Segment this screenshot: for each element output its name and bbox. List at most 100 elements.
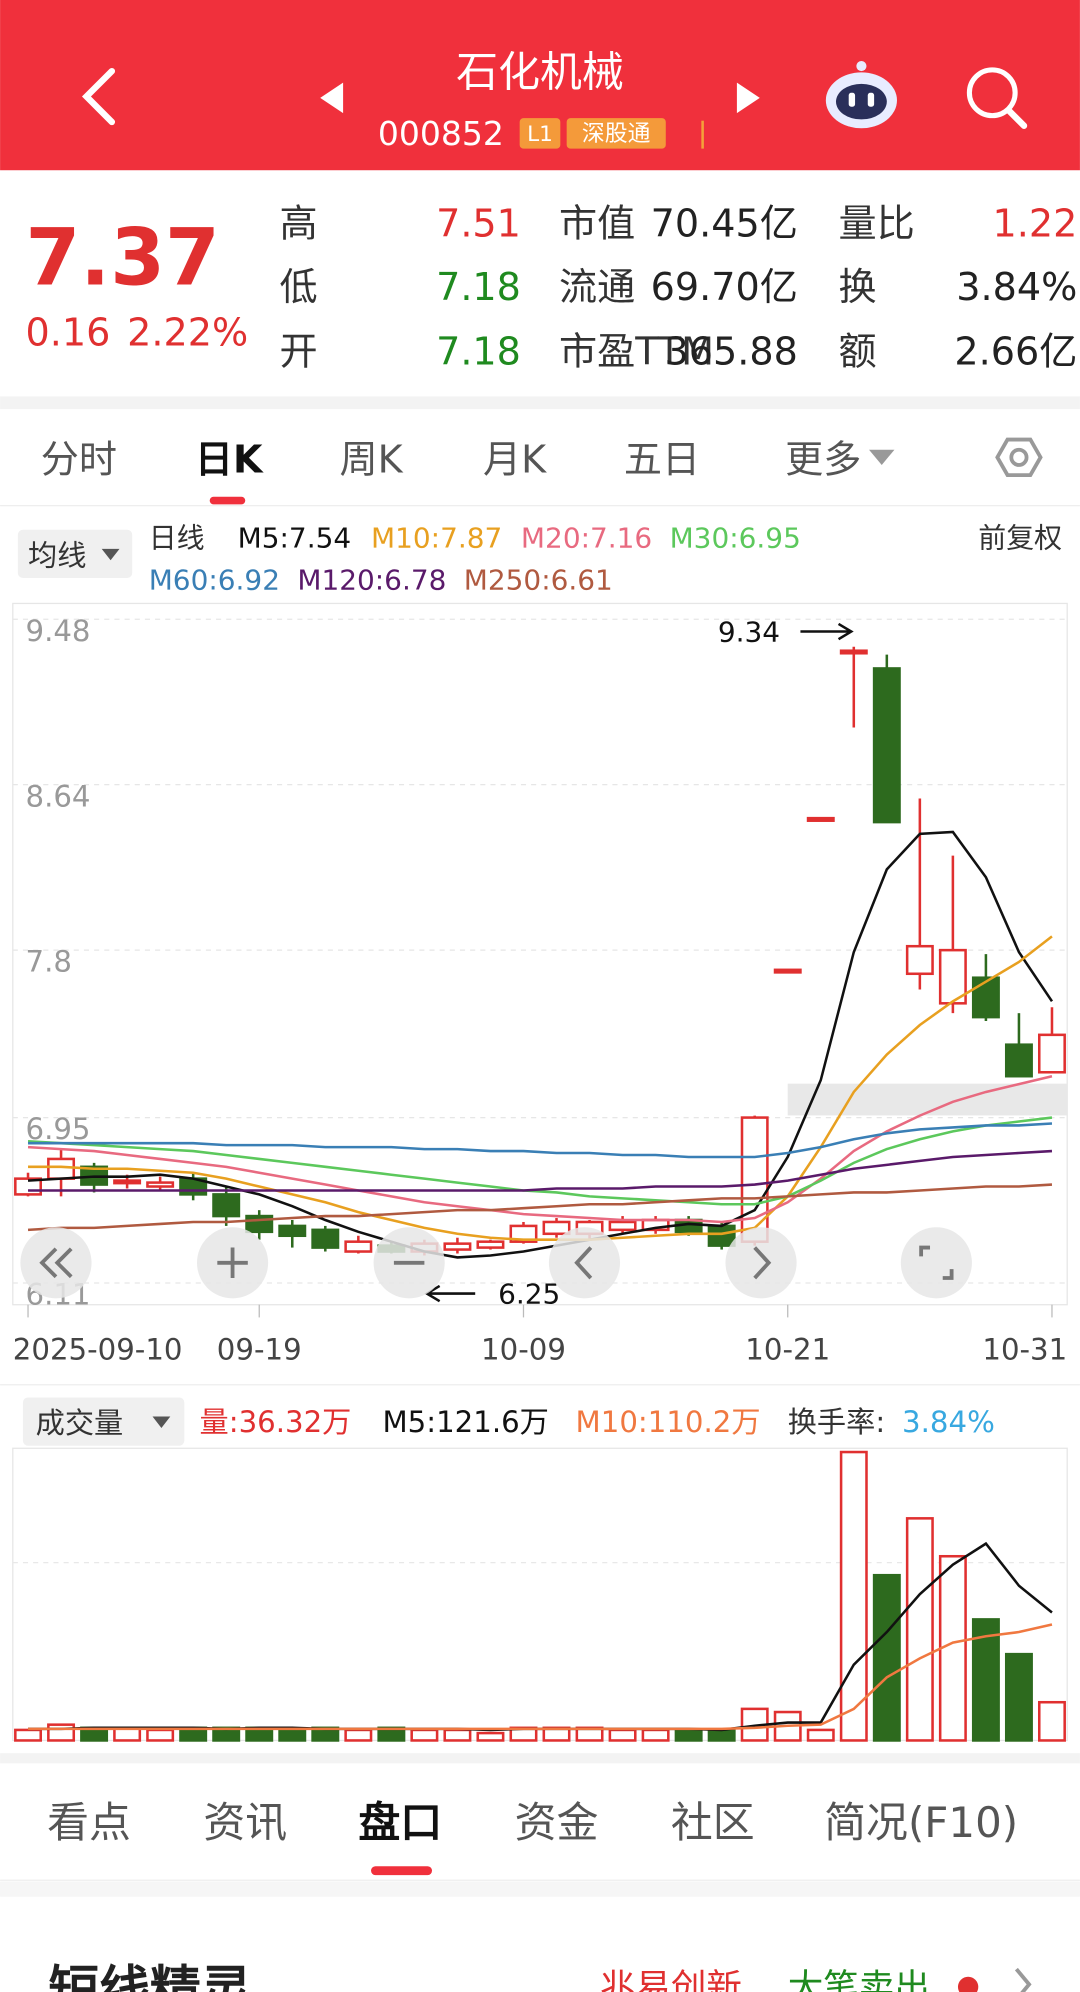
next-stock[interactable]: [736, 82, 760, 114]
period-tab[interactable]: 月K: [483, 438, 547, 482]
period-tab[interactable]: 周K: [339, 438, 403, 482]
volume-selector[interactable]: 成交量: [36, 1406, 124, 1440]
quote-stats: 高 7.51 市值 70.45亿 量比 1.22 低 7.18 流通 69.70亿换 3.84% 开 7…: [280, 201, 1078, 373]
bottom-tab[interactable]: 看点: [47, 1798, 131, 1847]
search-icon[interactable]: [966, 67, 1028, 129]
adjust-mode[interactable]: 前复权: [978, 522, 1062, 555]
level-badge: L1: [527, 122, 553, 147]
candle-body: [47, 1157, 76, 1180]
candle-body: [476, 1240, 505, 1249]
back-button[interactable]: [81, 67, 116, 126]
legend-entry: M10:7.87: [371, 522, 502, 555]
volume-bar: [47, 1723, 76, 1742]
active-tab-indicator: [371, 1866, 433, 1876]
volume-panel: [12, 1447, 1068, 1742]
volume-bar: [1004, 1652, 1033, 1742]
step-left-button[interactable]: [548, 1227, 621, 1299]
volume-bar: [938, 1554, 967, 1742]
candle-body: [542, 1220, 571, 1236]
assistant-icon[interactable]: [825, 60, 897, 129]
stat-label: 市盈TTM: [559, 330, 714, 374]
stat-value: 7.51: [436, 201, 521, 245]
fullscreen-button[interactable]: [900, 1227, 972, 1299]
ma-line: [27, 830, 1054, 1259]
ma-selector[interactable]: 均线: [28, 538, 86, 572]
y-tick-label: 9.48: [25, 614, 90, 648]
feed-dot: [957, 1976, 979, 1992]
volume-bar: [476, 1731, 505, 1742]
candle-body: [1004, 1043, 1033, 1078]
candle-body: [1038, 1033, 1066, 1074]
stat-label: 换: [839, 265, 877, 309]
bottom-tab[interactable]: 简况(F10): [824, 1798, 1018, 1847]
active-tab-indicator: [209, 496, 246, 505]
period-tab[interactable]: 五日: [624, 438, 700, 482]
separator: [0, 1881, 1080, 1897]
price-panel: [12, 602, 1068, 1306]
feed-stock[interactable]: 兆易创新: [600, 1968, 742, 1992]
period-tab[interactable]: 分时: [41, 438, 117, 482]
x-tick-label: 2025-09-10: [13, 1332, 183, 1366]
bottom-tab[interactable]: 盘口: [358, 1798, 442, 1847]
legend-entry: M30:6.95: [670, 522, 801, 555]
min-annotation: 6.25: [498, 1278, 560, 1311]
stock-code: 000852: [378, 114, 504, 153]
step-right-button[interactable]: [725, 1227, 797, 1299]
bottom-tab[interactable]: 资讯: [203, 1798, 287, 1847]
volume-bar: [608, 1728, 637, 1742]
volume-bar: [1038, 1700, 1066, 1742]
stat-value: 69.70亿: [651, 265, 798, 309]
volume-bar: [443, 1728, 472, 1742]
stat-value: 2.66亿: [954, 330, 1077, 374]
candle-body: [938, 948, 967, 1005]
bottom-tab[interactable]: 社区: [671, 1798, 755, 1847]
volume-bar: [839, 1450, 868, 1742]
max-annotation: 9.34: [718, 616, 780, 649]
candle-body: [839, 649, 868, 655]
stat-value: 3.84%: [956, 265, 1077, 309]
candle-body: [740, 1116, 769, 1243]
settings-icon[interactable]: [995, 437, 1043, 478]
x-tick-label: 10-31: [982, 1332, 1067, 1366]
stat-value: 365.88: [665, 330, 798, 374]
ma-kind: 日线: [149, 522, 205, 555]
period-tabs: 分时 日K 周K 月K 五日 更多: [41, 438, 862, 482]
volume-legend: 量:36.32万: [200, 1405, 352, 1439]
dropdown-arrow: [152, 1416, 171, 1428]
stat-value: 7.18: [436, 330, 521, 374]
feed-event: 大笔卖出: [788, 1968, 930, 1992]
legend-entry: M5:121.6万: [382, 1405, 548, 1439]
volume-bar: [410, 1728, 439, 1742]
volume-chart: 量:36.32万 M5:121.6万 M10:110.2万: [14, 1405, 1066, 1742]
stat-label: 流通: [559, 265, 635, 309]
candle-body: [113, 1179, 142, 1185]
prev-stock[interactable]: [320, 82, 344, 114]
period-tab[interactable]: 更多: [785, 438, 861, 482]
candle-body: [146, 1181, 175, 1188]
legend-entry: M5:7.54: [238, 522, 352, 555]
annotation-arrow: [800, 622, 854, 641]
turnover-label: 换手率:: [788, 1405, 885, 1439]
ma-line: [28, 935, 1053, 1241]
volume-bar: [344, 1728, 373, 1742]
legend-entry: M60:6.92: [149, 563, 280, 596]
period-tab[interactable]: 日K: [195, 438, 264, 482]
legend-entry: M120:6.78: [297, 563, 446, 596]
candle-body: [212, 1193, 241, 1218]
volume-selector-bg[interactable]: [22, 1397, 185, 1446]
y-tick-label: 7.8: [25, 945, 71, 979]
legend-entry: M10:110.2万: [576, 1405, 761, 1439]
level-badge-bg: [519, 118, 561, 149]
candle-body: [872, 667, 901, 824]
bottom-tab[interactable]: 资金: [515, 1798, 599, 1847]
stock-title: 石化机械: [456, 47, 624, 96]
volume-bar: [641, 1728, 670, 1742]
candle-body: [707, 1224, 736, 1247]
feed-more[interactable]: [1014, 1967, 1032, 1992]
turnover-value: 3.84%: [902, 1405, 995, 1439]
ma-selector-bg[interactable]: [17, 529, 133, 579]
candle-body: [344, 1240, 373, 1253]
candle-body: [608, 1220, 637, 1232]
legend-entry: M20:7.16: [521, 522, 652, 555]
